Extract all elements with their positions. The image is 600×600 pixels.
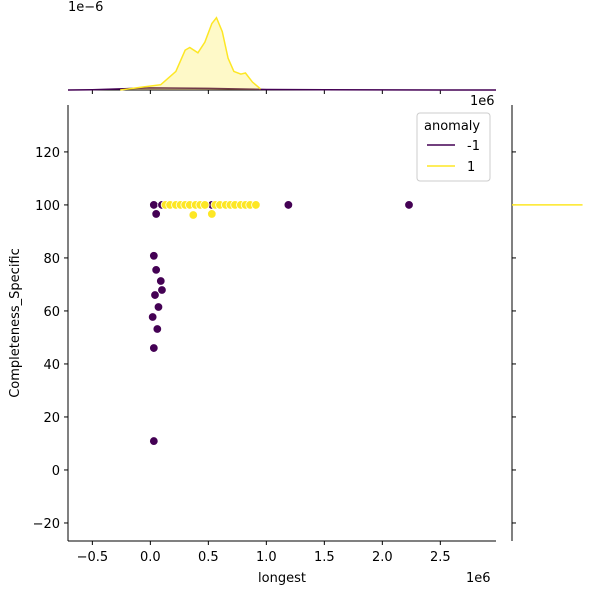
y-tick-label: 100	[35, 199, 60, 214]
x-tick-label: 1.0	[256, 550, 277, 565]
x-tick-label: 0.0	[140, 550, 161, 565]
point	[200, 200, 210, 210]
x-tick-label: 0.5	[198, 550, 219, 565]
point	[156, 276, 166, 286]
y-tick-label: 60	[43, 305, 60, 320]
point	[207, 209, 217, 219]
point	[251, 200, 261, 210]
y-tick-label: 20	[43, 411, 60, 426]
y-tick-label: 0	[52, 464, 60, 479]
y-tick-label: 40	[43, 358, 60, 373]
legend-label: -1	[467, 139, 480, 154]
point	[149, 343, 159, 353]
x-tick-label: 2.0	[372, 550, 393, 565]
top-y-offset-label: 1e−6	[68, 0, 103, 15]
x-tick-label: −0.5	[77, 550, 109, 565]
point	[150, 290, 160, 300]
right-x-offset-label: 1e6	[470, 94, 495, 109]
kde-line	[67, 87, 497, 91]
kde-line	[120, 16, 262, 91]
point	[149, 200, 159, 210]
point	[149, 436, 159, 446]
point	[151, 209, 161, 219]
point	[153, 302, 164, 312]
x-offset-label: 1e6	[466, 571, 491, 586]
y-tick-label: 120	[35, 146, 60, 161]
y-tick-label: −20	[33, 517, 60, 532]
point	[188, 210, 198, 220]
point	[149, 251, 159, 261]
y-tick-label: 80	[43, 252, 60, 267]
y-axis-label: Completeness_Specific	[8, 248, 23, 398]
point	[404, 200, 414, 210]
legend-title: anomaly	[424, 119, 480, 134]
point	[152, 324, 163, 334]
x-tick-label: 1.5	[314, 550, 335, 565]
point	[283, 200, 294, 210]
point	[151, 265, 161, 275]
kde-area	[120, 17, 261, 90]
point	[157, 285, 167, 295]
point	[147, 312, 158, 322]
legend-label: 1	[467, 160, 475, 175]
x-tick-label: 2.5	[430, 550, 451, 565]
legend-box	[416, 112, 491, 182]
x-axis-label: longest	[258, 571, 306, 586]
